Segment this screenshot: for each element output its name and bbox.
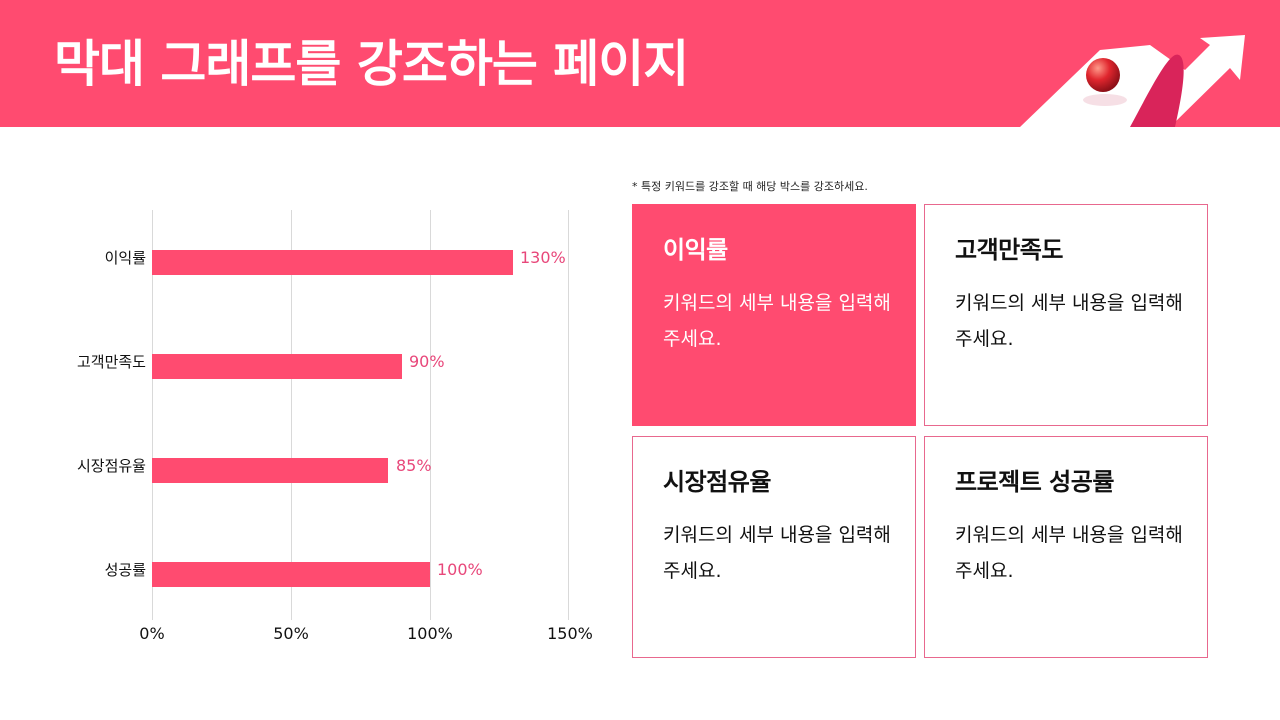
card-title: 시장점유율: [663, 468, 771, 496]
x-tick-label: 0%: [139, 624, 165, 643]
value-label: 130%: [520, 248, 566, 267]
bar: [152, 562, 430, 587]
keyword-card-profit: 이익률 키워드의 세부 내용을 입력해 주세요.: [632, 204, 916, 426]
gridline: [568, 210, 569, 620]
header-banner: 막대 그래프를 강조하는 페이지: [0, 0, 1280, 127]
gridline: [430, 210, 431, 620]
value-label: 90%: [409, 352, 445, 371]
bar: [152, 354, 402, 379]
card-body: 키워드의 세부 내용을 입력해 주세요.: [955, 524, 1183, 582]
x-tick-label: 150%: [547, 624, 593, 643]
value-label: 100%: [437, 560, 483, 579]
x-tick-label: 100%: [407, 624, 453, 643]
card-body: 키워드의 세부 내용을 입력해 주세요.: [663, 524, 891, 582]
x-tick-label: 50%: [273, 624, 309, 643]
keyword-card-project-success: 프로젝트 성공률 키워드의 세부 내용을 입력해 주세요.: [924, 436, 1208, 658]
bar-chart: 이익률 130% 고객만족도 90% 시장점유율 85% 성공률 100% 0%…: [0, 200, 620, 660]
page-title: 막대 그래프를 강조하는 페이지: [54, 35, 689, 93]
bar: [152, 458, 388, 483]
card-title: 이익률: [663, 236, 728, 264]
value-label: 85%: [396, 456, 432, 475]
instruction-note: * 특정 키워드를 강조할 때 해당 박스를 강조하세요.: [632, 180, 868, 193]
category-label: 성공률: [104, 561, 146, 579]
gridline: [152, 210, 153, 620]
growth-arrow-icon: [1020, 35, 1245, 127]
category-label: 시장점유율: [76, 457, 146, 475]
keyword-card-market-share: 시장점유율 키워드의 세부 내용을 입력해 주세요.: [632, 436, 916, 658]
card-body: 키워드의 세부 내용을 입력해 주세요.: [663, 292, 891, 350]
card-body: 키워드의 세부 내용을 입력해 주세요.: [955, 292, 1183, 350]
category-label: 고객만족도: [76, 353, 146, 371]
keyword-card-satisfaction: 고객만족도 키워드의 세부 내용을 입력해 주세요.: [924, 204, 1208, 426]
card-title: 고객만족도: [955, 236, 1063, 264]
bar: [152, 250, 513, 275]
gridline: [291, 210, 292, 620]
category-label: 이익률: [104, 249, 146, 267]
card-title: 프로젝트 성공률: [955, 468, 1114, 496]
